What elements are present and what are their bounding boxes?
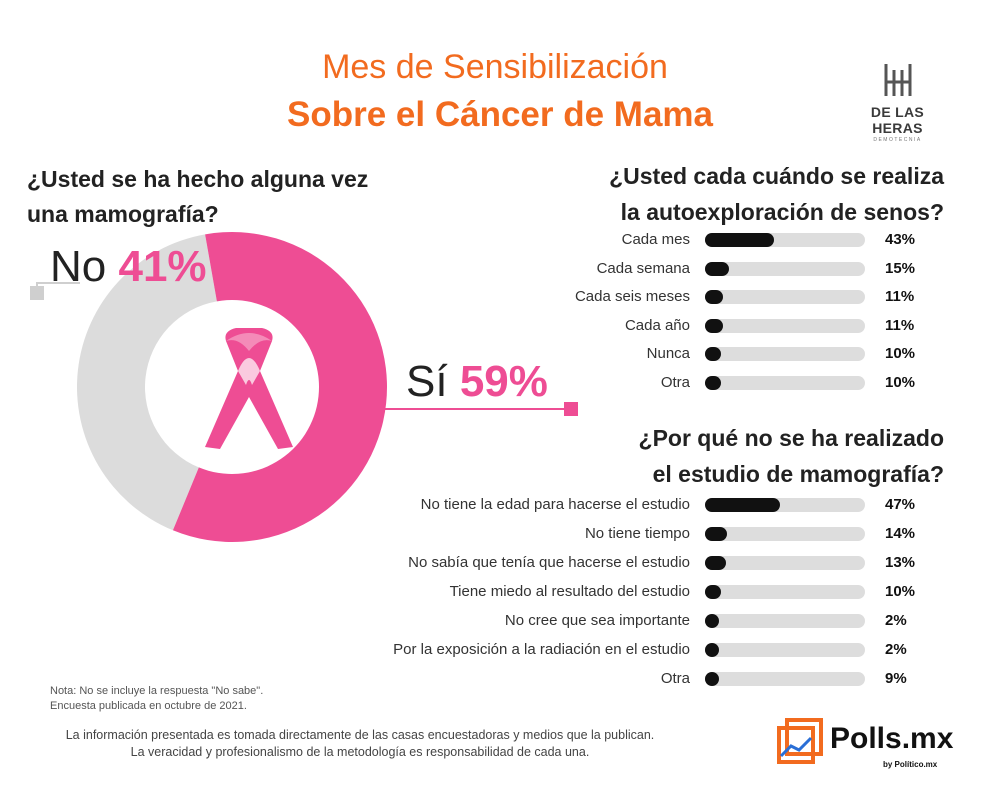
no-category-label: No (50, 242, 107, 291)
de-las-heras-logo: DE LAS HERAS DEMOTECNIA (845, 60, 950, 143)
por-que-no-bar (705, 643, 719, 657)
autoexploracion-value-label: 10% (885, 345, 916, 362)
autoexploracion-category-label: Cada año (624, 316, 690, 334)
survey-note: Nota: No se incluye la respuesta "No sab… (50, 684, 263, 714)
autoexploracion-category-label: Cada mes (621, 231, 690, 248)
por-que-no-value-label: 10% (885, 583, 916, 600)
autoexploracion-track (705, 261, 865, 276)
autoexploracion-bar (705, 318, 723, 333)
pink-ribbon-icon (205, 328, 293, 449)
polls-mx-by: by Político.mx (883, 760, 938, 769)
autoexploracion-track (705, 233, 865, 247)
question-autoexploracion: ¿Usted cada cuándo se realiza la autoexpl… (609, 163, 944, 225)
question-mamografia: ¿Usted se ha hecho alguna vez una mamogra… (27, 166, 369, 227)
autoexploracion-bar (705, 233, 774, 247)
donut-label-si: Sí 59% (406, 357, 548, 407)
por-que-no-category-label: No tiene la edad para hacerse el estudio (420, 496, 690, 513)
note-line-2: Encuesta publicada en octubre de 2021. (50, 700, 247, 712)
title-line-1: Mes de Sensibilización (322, 48, 668, 86)
autoexploracion-track (705, 290, 865, 304)
autoexploracion-value-label: 10% (885, 373, 916, 391)
por-que-no-row: No tiene tiempo 14% (300, 525, 940, 543)
autoexploracion-row: Cada semana 15% (300, 260, 940, 278)
por-que-no-track (705, 614, 865, 628)
por-que-no-bar (705, 527, 728, 541)
por-que-no-track (705, 643, 865, 657)
por-que-no-value-label: 13% (885, 554, 916, 571)
autoexploracion-value-label: 15% (885, 259, 916, 277)
autoexploracion-track (705, 318, 865, 333)
question-por-que-no: ¿Por qué no se ha realizado el estudio de… (638, 425, 944, 487)
autoexploracion-bar (705, 375, 721, 390)
por-que-no-category-label: Otra (660, 670, 690, 687)
donut-slice-no (77, 234, 217, 531)
si-connector-marker (564, 402, 578, 416)
por-que-no-category-label: Tiene miedo al resultado del estudio (449, 583, 690, 600)
brand-name: DE LAS HERAS (870, 104, 925, 136)
autoexploracion-bar (705, 261, 729, 276)
por-que-no-row: No tiene la edad para hacerse el estudio… (300, 496, 940, 514)
autoexploracion-row: Cada seis meses 11% (300, 288, 940, 306)
por-que-no-value-label: 47% (885, 496, 916, 513)
autoexploracion-row: Cada año 11% (300, 317, 940, 335)
por-que-no-value-label: 2% (885, 612, 907, 629)
por-que-no-value-label: 9% (885, 670, 907, 687)
no-connector-marker (30, 286, 44, 300)
disclaimer-line-1: La información presentada es tomada dire… (65, 728, 655, 742)
autoexploracion-row: Nunca 10% (300, 345, 940, 363)
autoexploracion-track (705, 347, 865, 361)
por-que-no-track (705, 585, 865, 599)
donut-slice-si (172, 232, 387, 542)
autoexploracion-track (705, 375, 865, 390)
por-que-no-row: Tiene miedo al resultado del estudio 10% (300, 583, 940, 601)
por-que-no-value-label: 2% (885, 641, 907, 658)
autoexploracion-row: Cada mes 43% (300, 231, 940, 249)
no-value-label: 41% (118, 242, 207, 291)
por-que-no-value-label: 14% (885, 525, 916, 542)
donut-label-no: No 41% (50, 242, 207, 292)
autoexploracion-bar (705, 290, 723, 304)
si-category-label: Sí (406, 357, 448, 406)
disclaimer: La información presentada es tomada dire… (50, 727, 670, 761)
si-value-label: 59% (459, 357, 548, 406)
por-que-no-track (705, 556, 865, 570)
por-que-no-category-label: Por la exposición a la radiación en el e… (393, 641, 690, 658)
disclaimer-line-2: La veracidad y profesionalismo de la met… (130, 745, 590, 759)
por-que-no-track (705, 498, 865, 512)
polls-mx-logo-icon (777, 718, 823, 764)
note-line-1: Nota: No se incluye la respuesta "No sab… (50, 685, 264, 697)
por-que-no-row: Por la exposición a la radiación en el e… (300, 641, 940, 659)
autoexploracion-value-label: 43% (885, 231, 916, 248)
donut-chart (30, 232, 578, 542)
autoexploracion-row: Otra 10% (300, 374, 940, 392)
polls-mx-name: Polls.mx (830, 722, 954, 755)
por-que-no-bar (705, 672, 720, 686)
autoexploracion-category-label: Cada seis meses (574, 288, 690, 305)
por-que-no-row: Otra 9% (300, 670, 940, 688)
polls-mx-logo: Polls.mx by Político.mx (775, 716, 975, 776)
autoexploracion-value-label: 11% (885, 288, 915, 305)
autoexploracion-category-label: Cada semana (596, 259, 690, 277)
por-que-no-track (705, 527, 865, 541)
por-que-no-bar (705, 614, 719, 628)
por-que-no-bar (705, 498, 781, 512)
title-line-2: Sobre el Cáncer de Mama (287, 95, 713, 134)
autoexploracion-category-label: Nunca (646, 345, 690, 362)
por-que-no-row: No cree que sea importante 2% (300, 612, 940, 630)
brand-sub: DEMOTECNIA (873, 137, 922, 143)
autoexploracion-bar (705, 347, 721, 361)
por-que-no-category-label: No cree que sea importante (504, 612, 690, 629)
por-que-no-row: No sabía que tenía que hacerse el estudi… (300, 554, 940, 572)
por-que-no-category-label: No sabía que tenía que hacerse el estudi… (408, 554, 690, 571)
por-que-no-track (705, 672, 865, 686)
por-que-no-category-label: No tiene tiempo (584, 525, 690, 542)
de-las-heras-logo-icon (884, 64, 911, 96)
autoexploracion-category-label: Otra (660, 373, 690, 391)
autoexploracion-value-label: 11% (885, 316, 915, 334)
por-que-no-bar (705, 585, 721, 599)
por-que-no-bar (705, 556, 726, 570)
